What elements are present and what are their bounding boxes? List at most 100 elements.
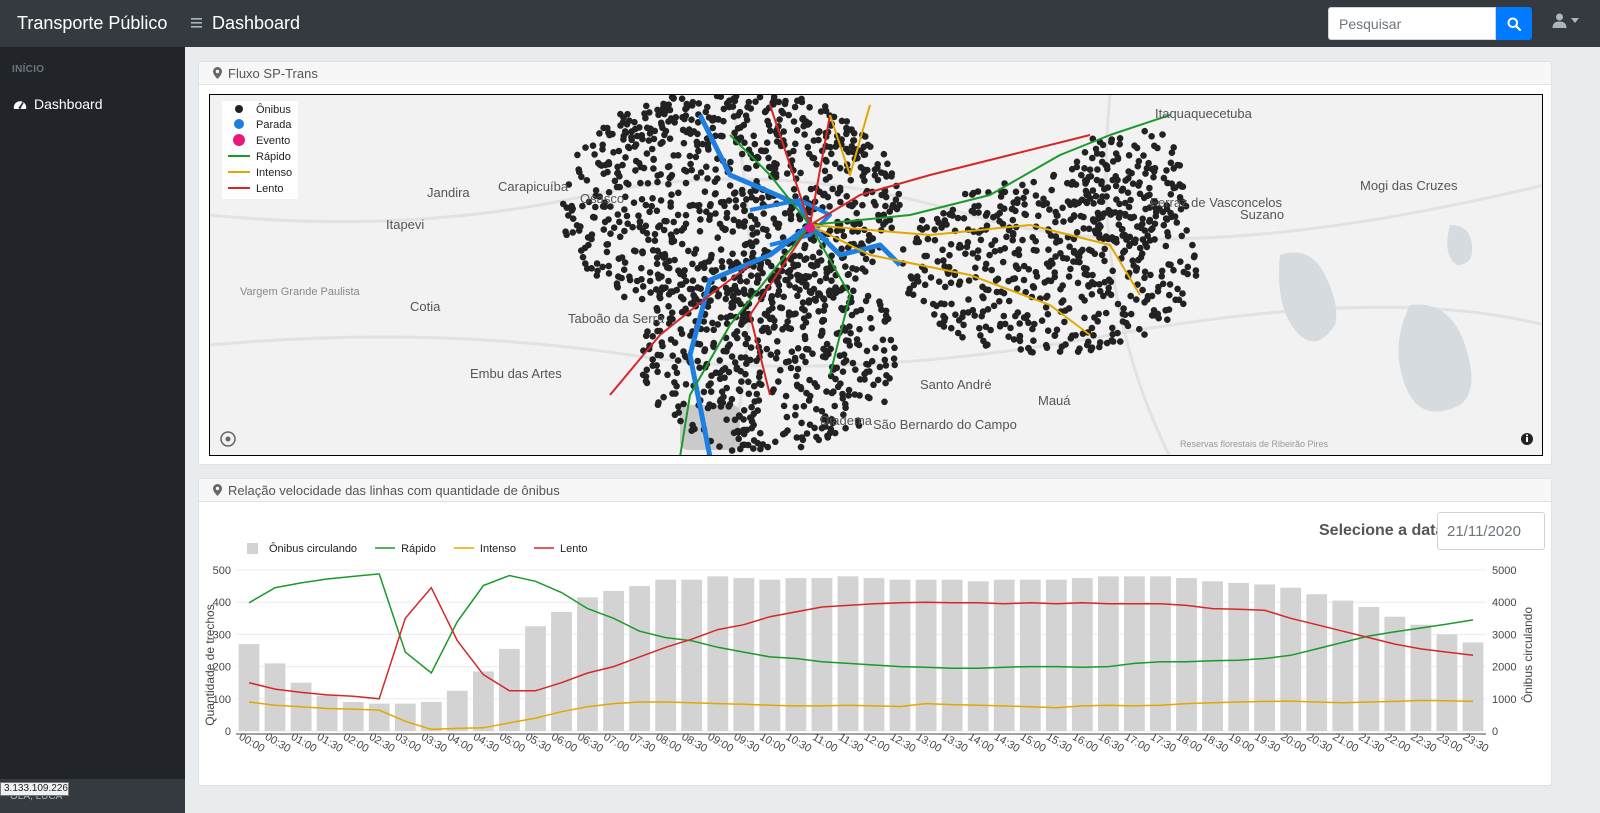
sidebar-item-dashboard[interactable]: Dashboard <box>0 93 185 115</box>
status-tooltip: 3.133.109.226 <box>0 782 69 796</box>
bus-marker <box>643 150 651 157</box>
bus-marker <box>1015 246 1022 253</box>
bus-marker <box>628 128 636 135</box>
x-tick-label: 07:30 <box>627 731 657 755</box>
bus-marker <box>714 321 722 328</box>
place-label: Reservas florestais de Ribeirão Pires <box>1180 439 1329 449</box>
bus-marker <box>1158 273 1165 280</box>
bus-marker <box>650 156 657 163</box>
info-icon[interactable] <box>1521 433 1533 445</box>
bus-marker <box>1114 300 1122 308</box>
bus-marker <box>843 118 851 125</box>
bus-marker <box>642 222 650 230</box>
bus-marker <box>1175 296 1183 304</box>
bus-marker <box>716 398 724 405</box>
bus-marker <box>574 151 581 159</box>
bus-marker <box>582 144 589 151</box>
bus-marker <box>853 308 860 315</box>
bus-marker <box>681 166 688 174</box>
bus-marker <box>791 357 799 365</box>
bus-marker <box>1170 184 1178 192</box>
bus-marker <box>1082 187 1090 195</box>
bus-marker <box>1133 144 1141 152</box>
bus-marker <box>792 310 799 317</box>
bus-marker <box>1088 324 1096 332</box>
bus-marker <box>772 438 779 446</box>
bus-flow-map[interactable]: Itaquaquecetuba Jandira Carapicuíba Osas… <box>209 94 1543 456</box>
bus-marker <box>720 198 727 206</box>
bus-marker <box>920 297 928 305</box>
bus-marker <box>1025 266 1033 273</box>
bus-marker <box>639 249 646 257</box>
bus-marker <box>1168 149 1176 156</box>
bus-marker <box>822 176 830 183</box>
bus-marker <box>853 209 860 217</box>
bus-marker <box>668 191 675 198</box>
bus-marker <box>734 427 741 435</box>
bus-marker <box>596 130 603 137</box>
date-input[interactable] <box>1437 512 1545 550</box>
bus-marker <box>802 358 809 366</box>
bus-marker <box>1163 167 1170 174</box>
bus-marker <box>1160 221 1168 229</box>
bus-marker <box>776 116 783 123</box>
bus-marker <box>840 351 848 359</box>
bars-icon[interactable] <box>185 15 207 32</box>
bus-marker <box>674 211 682 219</box>
bus-marker <box>809 350 816 357</box>
bus-marker <box>780 402 788 410</box>
bar-onibus-circulando <box>1071 578 1093 731</box>
bus-marker <box>823 269 831 277</box>
bus-marker <box>997 193 1005 200</box>
bus-marker <box>662 284 669 291</box>
bus-marker <box>1099 193 1106 200</box>
bus-marker <box>801 131 808 138</box>
search-input[interactable] <box>1328 7 1496 40</box>
bus-marker <box>671 256 678 264</box>
bus-marker <box>667 288 675 295</box>
route-line <box>609 264 751 396</box>
bus-marker <box>740 250 748 257</box>
x-tick-label: 22:00 <box>1383 731 1413 755</box>
x-tick-label: 09:00 <box>705 731 735 755</box>
x-tick-label: 23:00 <box>1435 731 1465 755</box>
bus-marker <box>1134 162 1142 170</box>
bus-marker <box>965 296 972 303</box>
bus-marker <box>712 210 719 217</box>
bar-onibus-circulando <box>577 597 598 731</box>
search-button[interactable] <box>1496 7 1532 40</box>
bus-marker <box>680 224 688 232</box>
user-dropdown[interactable] <box>1552 13 1579 28</box>
bus-marker <box>797 169 804 177</box>
map-attribution-logo[interactable] <box>220 431 236 447</box>
bus-marker <box>869 235 877 242</box>
bus-marker <box>845 392 852 399</box>
bus-marker <box>933 215 941 223</box>
bus-marker <box>700 388 708 396</box>
bus-marker <box>1184 263 1192 271</box>
bus-marker <box>722 295 730 303</box>
bus-marker <box>677 417 684 425</box>
bus-marker <box>1098 151 1106 158</box>
bus-marker <box>718 388 726 396</box>
bus-marker <box>732 203 740 211</box>
bus-marker <box>985 286 992 294</box>
bus-marker <box>664 106 671 114</box>
bus-marker <box>1053 326 1061 334</box>
bus-marker <box>770 101 777 108</box>
brand-title[interactable]: Transporte Público <box>17 13 168 33</box>
bus-marker <box>703 163 710 171</box>
bus-marker <box>670 95 677 102</box>
bar-onibus-circulando <box>603 590 624 731</box>
bus-marker <box>765 154 772 162</box>
bus-marker <box>977 332 984 339</box>
bus-marker <box>738 321 745 328</box>
bus-marker <box>717 95 725 100</box>
bus-marker <box>1127 196 1134 204</box>
x-tick-label: 16:00 <box>1070 731 1100 755</box>
bus-marker <box>1166 281 1174 288</box>
bus-marker <box>716 357 723 364</box>
bar-onibus-circulando <box>1176 578 1197 731</box>
bus-marker <box>1177 258 1184 265</box>
bus-marker <box>921 281 929 289</box>
